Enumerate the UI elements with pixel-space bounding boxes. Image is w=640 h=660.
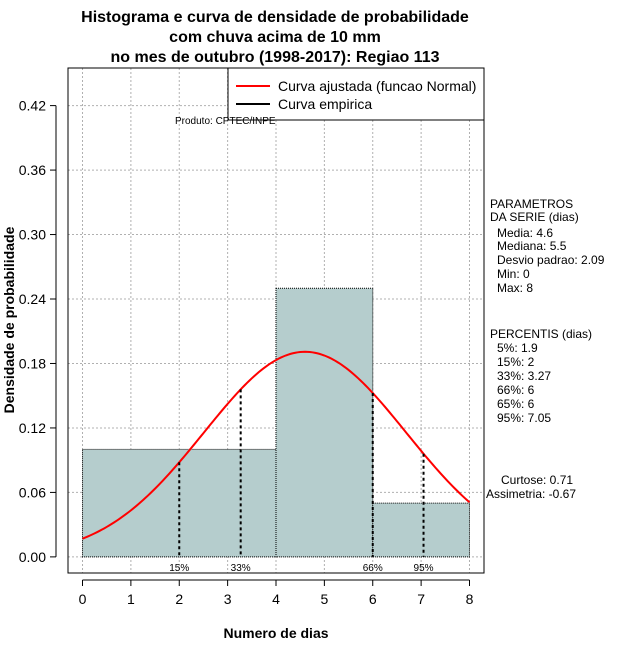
y-tick-label: 0.24 — [19, 291, 46, 307]
histogram-bars — [82, 287, 470, 558]
legend-box — [227, 67, 485, 121]
y-tick-label: 0.12 — [19, 420, 46, 436]
param-min: Min: 0 — [497, 267, 530, 281]
product-note: Produto: CPTEC/INPE — [175, 116, 276, 127]
y-tick-label: 0.36 — [19, 162, 46, 178]
x-tick-label: 4 — [272, 591, 280, 607]
histogram-bar — [372, 502, 470, 558]
x-tick-label: 2 — [175, 591, 183, 607]
percentile-label: 33% — [231, 563, 251, 574]
legend-fitted-label: Curva ajustada (funcao Normal) — [278, 78, 476, 94]
axes: 0 1 2 3 4 5 6 7 8 0.00 0.06 0.12 0.18 0.24 0.30 0.36 0.4… — [19, 98, 474, 607]
params-title-line-2: DA SERIE (dias) — [490, 210, 579, 224]
y-tick-label: 0.42 — [19, 98, 46, 114]
x-tick-label: 7 — [417, 591, 425, 607]
param-max: Max: 8 — [497, 281, 533, 295]
legend: Curva ajustada (funcao Normal) Curva emp… — [227, 67, 485, 121]
percentile-markers: 15% 33% 66% 95% — [169, 389, 434, 574]
curtose: Curtose: 0.71 — [501, 473, 573, 487]
chart-title-line-1: Histograma e curva de densidade de proba… — [81, 9, 469, 26]
percentil-33: 33%: 3.27 — [497, 369, 551, 383]
percentil-65: 65%: 6 — [497, 397, 535, 411]
percentile-label: 66% — [363, 563, 383, 574]
y-tick-label: 0.18 — [19, 355, 46, 371]
fitted-curve-layer — [82, 350, 471, 540]
x-tick-label: 6 — [369, 591, 377, 607]
side-panel: PARAMETROS DA SERIE (dias) Media: 4.6 Me… — [486, 197, 605, 501]
percentil-66: 66%: 6 — [497, 383, 535, 397]
assimetria: Assimetria: -0.67 — [486, 487, 576, 501]
percentil-95: 95%: 7.05 — [497, 411, 551, 425]
legend-empirical-label: Curva empirica — [278, 96, 372, 112]
x-tick-label: 0 — [79, 591, 87, 607]
percentil-5: 5%: 1.9 — [497, 341, 538, 355]
param-desvio: Desvio padrao: 2.09 — [497, 253, 605, 267]
params-title-line-1: PARAMETROS — [490, 197, 573, 211]
histogram-bar — [82, 448, 277, 558]
x-tick-label: 8 — [466, 591, 474, 607]
chart-title-line-2: com chuva acima de 10 mm — [169, 29, 381, 46]
x-axis-title: Numero de dias — [223, 625, 328, 641]
param-mediana: Mediana: 5.5 — [497, 239, 567, 253]
param-media: Media: 4.6 — [497, 226, 553, 240]
x-tick-label: 1 — [127, 591, 135, 607]
percentile-label: 95% — [414, 563, 434, 574]
chart-title-line-3: no mes de outubro (1998-2017): Regiao 11… — [111, 49, 440, 66]
percentil-15: 15%: 2 — [497, 355, 535, 369]
y-tick-label: 0.30 — [19, 227, 46, 243]
percentis-title: PERCENTIS (dias) — [490, 327, 592, 341]
histogram-bar — [275, 287, 374, 558]
x-tick-label: 5 — [320, 591, 328, 607]
y-tick-label: 0.06 — [19, 484, 46, 500]
x-tick-label: 3 — [224, 591, 232, 607]
y-tick-label: 0.00 — [19, 549, 46, 565]
percentile-label: 15% — [169, 563, 189, 574]
y-axis-title: Densidade de probabilidade — [1, 226, 17, 413]
fitted-curve-line — [82, 350, 471, 540]
